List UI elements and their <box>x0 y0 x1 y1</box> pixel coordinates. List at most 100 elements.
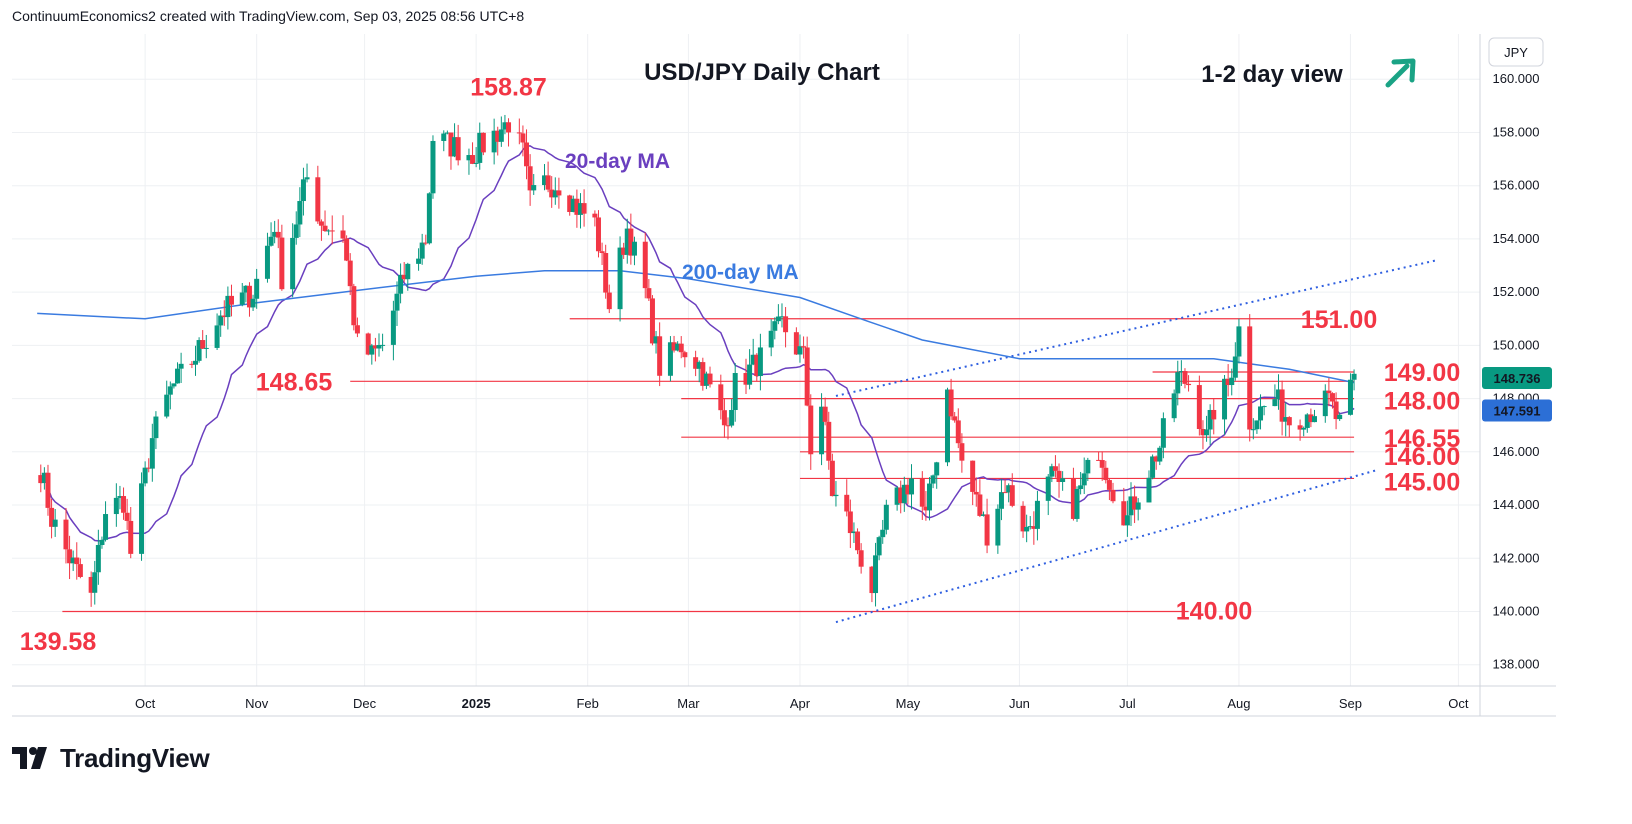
candle-body <box>466 155 472 161</box>
candle-body <box>405 263 411 280</box>
candle-body <box>423 242 429 244</box>
candle-body <box>1196 385 1202 429</box>
channel-line <box>835 469 1376 624</box>
candle-body <box>883 504 889 530</box>
candle-body <box>297 201 303 225</box>
candle-body <box>624 228 630 255</box>
candle-body <box>819 406 825 455</box>
candle-body <box>1326 390 1332 394</box>
candle-body <box>595 217 601 252</box>
candle-body <box>998 492 1004 509</box>
candle-body <box>1081 473 1087 486</box>
candle-body <box>390 310 396 345</box>
candle-body <box>531 185 537 191</box>
candle-body <box>628 228 634 256</box>
candle-body <box>732 373 738 410</box>
candle-body <box>653 336 659 344</box>
candle-body <box>797 346 803 355</box>
x-tick-label: Jul <box>1119 696 1136 711</box>
channel-line <box>835 259 1438 397</box>
ma20-price-badge <box>1482 399 1552 422</box>
candle-body <box>189 363 195 365</box>
candle-body <box>851 531 857 534</box>
candle-body <box>430 140 436 194</box>
candle-body <box>1157 447 1163 462</box>
candle-body <box>833 494 839 497</box>
candle-body <box>1024 526 1030 532</box>
x-tick-label: Oct <box>1448 696 1469 711</box>
candle-body <box>869 566 875 594</box>
candle-body <box>275 231 281 238</box>
candle-body <box>516 132 522 134</box>
candle-body <box>1229 377 1235 386</box>
candle-body <box>1222 378 1228 420</box>
candle-body <box>1247 326 1253 430</box>
x-tick-label: Nov <box>245 696 269 711</box>
candle-body <box>1027 526 1033 528</box>
candle-body <box>783 316 789 333</box>
chart-title: USD/JPY Daily Chart <box>644 59 880 86</box>
candle-body <box>117 496 123 498</box>
candle-body <box>556 190 562 196</box>
candle-body <box>455 137 461 161</box>
level-label: 146.55 <box>1384 425 1461 453</box>
candle-body <box>99 539 105 545</box>
candle-body <box>581 203 587 214</box>
candle-body <box>693 357 699 369</box>
candle-body <box>200 340 206 349</box>
candle-body <box>1211 409 1217 420</box>
candle-body <box>524 142 530 167</box>
candle-body <box>164 394 170 417</box>
candle-body <box>1225 378 1231 386</box>
candle-body <box>416 258 422 264</box>
candle-body <box>934 462 940 476</box>
candlesticks <box>38 114 1357 607</box>
x-tick-label: Mar <box>677 696 700 711</box>
chart-annotations: USD/JPY Daily Chart 1-2 day view 158.87 139… <box>20 58 1461 656</box>
candle-body <box>754 354 760 377</box>
candle-body <box>675 343 681 351</box>
level-label: 140.00 <box>1176 597 1252 625</box>
candle-body <box>279 237 285 290</box>
candle-body <box>444 132 450 134</box>
candle-body <box>103 514 109 540</box>
x-tick-label: Sep <box>1339 696 1362 711</box>
candle-body <box>419 242 425 259</box>
level-label: 145.00 <box>1384 468 1460 496</box>
support-resistance-levels <box>62 318 1355 613</box>
ma20-line <box>40 145 1355 542</box>
ma200-line <box>37 270 1355 384</box>
candle-body <box>995 508 1001 546</box>
arrow-shaft <box>1385 63 1410 88</box>
candle-body <box>502 122 508 130</box>
level-label: 151.00 <box>1301 306 1377 334</box>
candle-body <box>599 251 605 254</box>
candle-body <box>1304 414 1310 428</box>
candle-body <box>1128 496 1134 516</box>
candle-body <box>1175 372 1181 394</box>
candle-body <box>592 213 598 218</box>
candle-body <box>1178 371 1184 373</box>
candle-body <box>873 555 879 594</box>
candle-body <box>804 347 810 406</box>
tradingview-logo[interactable]: TradingView <box>12 738 210 778</box>
ma20-label: 20-day MA <box>565 150 670 173</box>
candle-body <box>326 230 332 232</box>
candle-body <box>944 389 950 463</box>
candle-body <box>167 386 173 395</box>
candle-body <box>570 198 576 212</box>
candle-body <box>149 438 155 469</box>
candle-body <box>970 460 976 492</box>
candle-body <box>1207 409 1213 430</box>
tradingview-logo-text: TradingView <box>60 742 210 773</box>
candle-body <box>901 484 907 504</box>
candle-body <box>124 512 130 521</box>
y-tick-label: 140.000 <box>1493 603 1540 618</box>
candle-body <box>128 520 134 554</box>
candle-body <box>146 467 152 469</box>
candle-body <box>952 416 958 421</box>
candle-body <box>1002 492 1008 494</box>
y-tick-label: 144.000 <box>1493 497 1540 512</box>
candle-body <box>315 177 321 222</box>
candle-body <box>1351 373 1357 380</box>
